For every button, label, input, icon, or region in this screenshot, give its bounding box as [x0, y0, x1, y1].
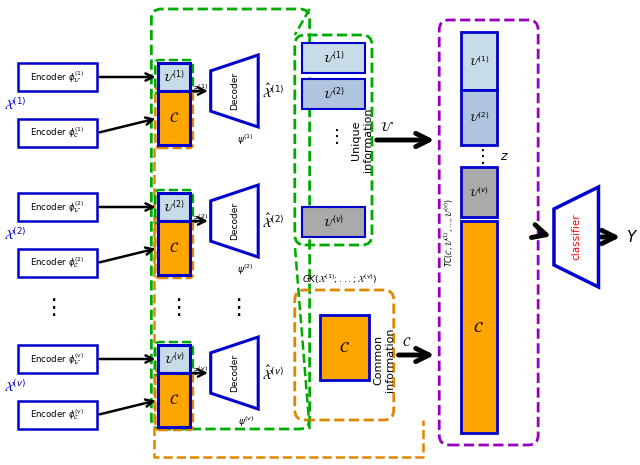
Text: $\mathcal{C}$: $\mathcal{C}$ — [169, 111, 179, 125]
FancyBboxPatch shape — [461, 90, 497, 145]
Text: $\mathcal{C}$: $\mathcal{C}$ — [169, 393, 179, 407]
Text: $\mathcal{X}^{(v)}$: $\mathcal{X}^{(v)}$ — [4, 379, 26, 395]
FancyBboxPatch shape — [158, 193, 190, 221]
Text: Encoder $\phi_{\mathcal{U}}^{(2)}$: Encoder $\phi_{\mathcal{U}}^{(2)}$ — [30, 199, 84, 215]
Text: $\mathcal{U}^{(2)}$: $\mathcal{U}^{(2)}$ — [163, 199, 185, 215]
Text: $\mathcal{U}^{(1)}$: $\mathcal{U}^{(1)}$ — [323, 50, 344, 66]
Text: $\mathcal{U}^{(v)}$: $\mathcal{U}^{(v)}$ — [163, 351, 185, 367]
Text: Encoder $\phi_{\mathcal{U}}^{(v)}$: Encoder $\phi_{\mathcal{U}}^{(v)}$ — [30, 351, 84, 367]
FancyBboxPatch shape — [158, 345, 190, 373]
FancyBboxPatch shape — [158, 221, 190, 275]
Text: Decoder: Decoder — [230, 72, 239, 110]
Text: $\vdots$: $\vdots$ — [227, 296, 241, 318]
Text: $\mathcal{Z}^{(2)}$: $\mathcal{Z}^{(2)}$ — [191, 213, 208, 226]
FancyBboxPatch shape — [301, 79, 365, 109]
Text: $\psi^{(2)}$: $\psi^{(2)}$ — [237, 263, 254, 278]
Text: $\mathcal{U}^{(v)}$: $\mathcal{U}^{(v)}$ — [323, 214, 344, 230]
Text: Decoder: Decoder — [230, 354, 239, 392]
Text: $\mathcal{X}^{(1)}$: $\mathcal{X}^{(1)}$ — [4, 97, 26, 113]
Text: Encoder $\phi_{\mathcal{C}}^{(1)}$: Encoder $\phi_{\mathcal{C}}^{(1)}$ — [30, 126, 84, 140]
FancyBboxPatch shape — [18, 345, 97, 373]
Text: Encoder $\phi_{\mathcal{C}}^{(2)}$: Encoder $\phi_{\mathcal{C}}^{(2)}$ — [30, 256, 84, 271]
Text: classifier: classifier — [572, 214, 581, 260]
Text: $Y$: $Y$ — [626, 229, 639, 245]
Text: Encoder $\phi_{\mathcal{U}}^{(1)}$: Encoder $\phi_{\mathcal{U}}^{(1)}$ — [30, 69, 84, 85]
Text: $\mathcal{C}$: $\mathcal{C}$ — [474, 319, 484, 334]
Text: $TC(\mathcal{C},\mathcal{U}^{(1)},\ldots,\mathcal{U}^{(v)})$: $TC(\mathcal{C},\mathcal{U}^{(1)},\ldots… — [442, 198, 456, 267]
Text: $\mathcal{U}^{(1)}$: $\mathcal{U}^{(1)}$ — [163, 69, 185, 85]
FancyBboxPatch shape — [461, 32, 497, 90]
Text: $\mathcal{C}$: $\mathcal{C}$ — [339, 339, 349, 354]
Text: $\hat{\mathcal{X}}^{(1)}$: $\hat{\mathcal{X}}^{(1)}$ — [262, 82, 285, 100]
Text: $\psi^{(v)}$: $\psi^{(v)}$ — [237, 415, 254, 429]
Text: $GK(\mathcal{X}^{(1)};...;\mathcal{X}^{(v)})$: $GK(\mathcal{X}^{(1)};...;\mathcal{X}^{(… — [301, 272, 377, 286]
Text: $\mathcal{X}^{(2)}$: $\mathcal{X}^{(2)}$ — [4, 227, 26, 243]
Text: $\mathcal{U}$: $\mathcal{U}$ — [380, 121, 394, 134]
Text: Common
information: Common information — [373, 328, 395, 392]
FancyBboxPatch shape — [18, 401, 97, 429]
Text: $\hat{\mathcal{X}}^{(v)}$: $\hat{\mathcal{X}}^{(v)}$ — [262, 364, 284, 382]
FancyBboxPatch shape — [18, 63, 97, 91]
Polygon shape — [554, 187, 598, 287]
Text: $\mathcal{C}$: $\mathcal{C}$ — [402, 336, 411, 349]
Text: $z$: $z$ — [500, 150, 508, 162]
FancyBboxPatch shape — [301, 207, 365, 237]
FancyBboxPatch shape — [319, 314, 369, 379]
FancyBboxPatch shape — [461, 167, 497, 217]
Text: $\vdots$: $\vdots$ — [328, 127, 339, 146]
Text: $\mathcal{U}^{(v)}$: $\mathcal{U}^{(v)}$ — [469, 185, 489, 199]
FancyBboxPatch shape — [158, 63, 190, 91]
Text: $\mathcal{Z}^{(1)}$: $\mathcal{Z}^{(1)}$ — [191, 82, 208, 96]
Text: $\hat{\mathcal{X}}^{(2)}$: $\hat{\mathcal{X}}^{(2)}$ — [262, 213, 285, 230]
Text: $\vdots$: $\vdots$ — [167, 296, 181, 318]
Text: Decoder: Decoder — [230, 202, 239, 240]
Text: $\mathcal{Z}^{(v)}$: $\mathcal{Z}^{(v)}$ — [191, 365, 208, 378]
Text: $\vdots$: $\vdots$ — [473, 147, 484, 166]
FancyBboxPatch shape — [461, 221, 497, 433]
Text: $\vdots$: $\vdots$ — [42, 296, 56, 318]
Text: $\mathcal{C}$: $\mathcal{C}$ — [169, 241, 179, 255]
FancyBboxPatch shape — [158, 373, 190, 427]
Polygon shape — [211, 337, 258, 409]
Text: $\psi^{(1)}$: $\psi^{(1)}$ — [237, 133, 254, 147]
FancyBboxPatch shape — [158, 91, 190, 145]
Polygon shape — [211, 185, 258, 257]
Text: Unique
information: Unique information — [351, 108, 373, 172]
Text: $\mathcal{U}^{(2)}$: $\mathcal{U}^{(2)}$ — [468, 111, 489, 125]
Polygon shape — [211, 55, 258, 127]
FancyBboxPatch shape — [301, 43, 365, 73]
Text: $\mathcal{U}^{(1)}$: $\mathcal{U}^{(1)}$ — [468, 54, 489, 68]
FancyBboxPatch shape — [18, 249, 97, 277]
Text: Encoder $\phi_{\mathcal{C}}^{(v)}$: Encoder $\phi_{\mathcal{C}}^{(v)}$ — [30, 407, 84, 422]
FancyBboxPatch shape — [18, 193, 97, 221]
FancyBboxPatch shape — [18, 119, 97, 147]
Text: $\mathcal{U}^{(2)}$: $\mathcal{U}^{(2)}$ — [323, 86, 344, 102]
